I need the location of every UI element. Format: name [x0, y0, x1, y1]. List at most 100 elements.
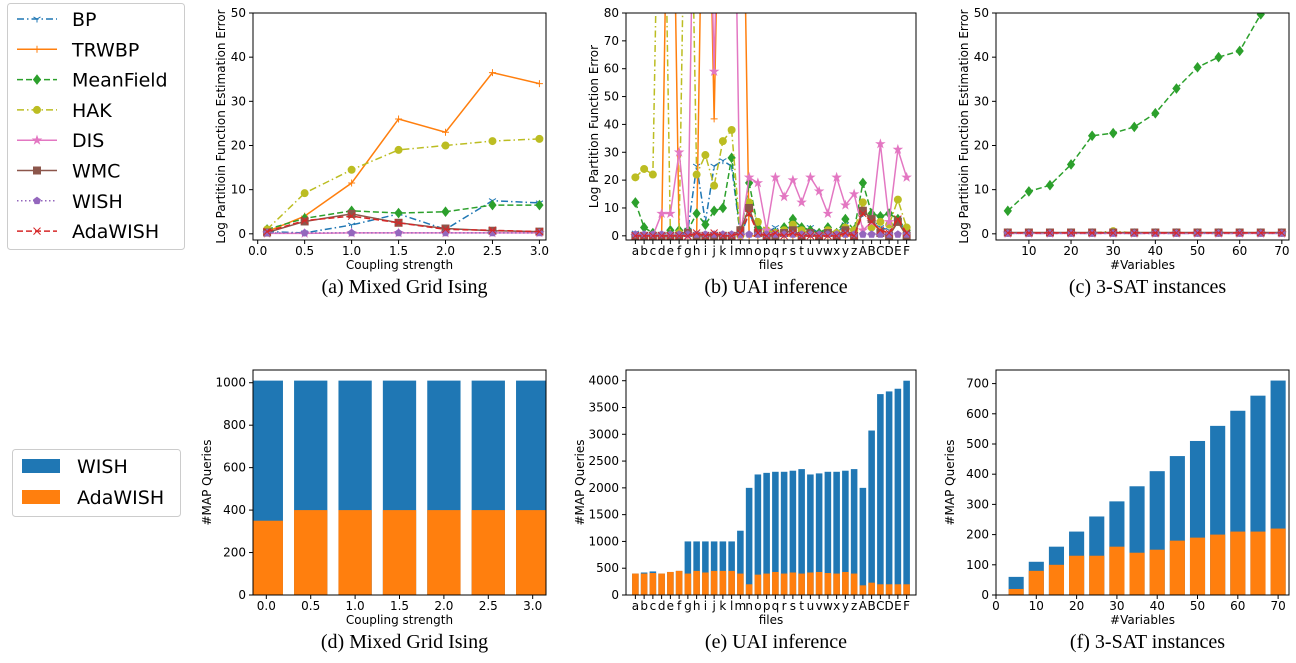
x-tick-label: d — [658, 244, 666, 258]
x-tick-label: 0.5 — [301, 599, 320, 613]
y-tick-label: 400 — [966, 467, 989, 481]
marker — [894, 196, 901, 203]
x-axis-label: Coupling strength — [346, 258, 453, 272]
marker — [711, 182, 718, 189]
x-tick-label: n — [745, 599, 753, 613]
bar — [650, 573, 657, 595]
marker — [1152, 109, 1159, 118]
y-axis-label: Log Partitioin Function Estimation Error — [214, 9, 228, 243]
legend-swatch — [22, 490, 60, 504]
x-axis-label: #Variables — [1110, 258, 1175, 272]
x-tick-label: 60 — [1232, 244, 1247, 258]
x-tick-label: i — [704, 244, 707, 258]
marker — [658, 210, 666, 217]
x-tick-label: 20 — [1069, 599, 1084, 613]
bar — [746, 584, 753, 595]
bar — [763, 574, 770, 595]
y-tick-label: 0 — [238, 588, 246, 602]
x-tick-label: v — [816, 244, 823, 258]
y-tick-label: 0 — [238, 227, 246, 241]
x-tick-label: B — [868, 244, 876, 258]
x-tick-label: p — [763, 244, 771, 258]
x-tick-label: i — [704, 599, 707, 613]
legend-label: TRWBP — [71, 39, 139, 61]
bar — [825, 573, 832, 595]
marker — [895, 231, 902, 237]
y-tick-label: 20 — [604, 173, 619, 187]
bar — [702, 573, 709, 596]
y-tick-label: 80 — [604, 6, 619, 20]
bar — [790, 573, 797, 596]
marker — [1025, 187, 1032, 196]
marker — [859, 178, 866, 187]
x-tick-label: x — [833, 599, 840, 613]
x-tick-label: y — [842, 599, 849, 613]
chart-caption: (f) 3-SAT instances — [1070, 631, 1225, 653]
x-tick-label: n — [745, 244, 753, 258]
x-tick-label: s — [790, 599, 796, 613]
series-line — [1008, 0, 1282, 211]
bar — [1089, 556, 1104, 595]
y-tick-label: 10 — [604, 201, 619, 215]
legend-label: WISH — [72, 191, 123, 213]
y-tick-label: 3000 — [588, 427, 619, 441]
chart-caption: (e) UAI inference — [705, 631, 847, 653]
x-tick-label: E — [894, 599, 902, 613]
x-axis-label: Coupling strength — [346, 613, 453, 627]
x-tick-label: 60 — [1230, 599, 1245, 613]
y-tick-label: 1500 — [588, 508, 619, 522]
y-tick-label: 200 — [966, 528, 989, 542]
y-tick-label: 40 — [231, 50, 246, 64]
x-tick-label: v — [816, 599, 823, 613]
bar — [632, 574, 639, 595]
y-tick-label: 50 — [974, 6, 989, 20]
legend-swatch — [22, 459, 60, 473]
bar — [1170, 541, 1185, 595]
x-tick-label: 2.5 — [483, 244, 502, 258]
bar — [728, 571, 735, 595]
marker — [641, 165, 648, 172]
x-tick-label: 0.0 — [257, 599, 276, 613]
y-tick-label: 0 — [981, 227, 989, 241]
marker — [348, 229, 355, 235]
bar — [746, 488, 753, 595]
bar — [886, 391, 893, 595]
x-tick-label: D — [885, 244, 894, 258]
marker — [395, 209, 402, 218]
chart-caption: (a) Mixed Grid Ising — [321, 276, 487, 298]
y-axis-label: Log Partitioin Function Estimation Error — [957, 9, 971, 243]
marker — [693, 171, 700, 178]
bar — [903, 381, 910, 595]
marker — [894, 145, 902, 152]
x-tick-label: 3.0 — [523, 599, 542, 613]
bar — [250, 521, 283, 595]
bar — [833, 574, 840, 595]
y-tick-label: 4000 — [588, 374, 619, 388]
x-tick-label: 2.0 — [434, 599, 453, 613]
marker — [301, 229, 308, 235]
bar — [816, 572, 823, 595]
x-tick-label: 3.0 — [530, 244, 549, 258]
marker — [877, 140, 885, 147]
x-tick-label: 20 — [1063, 244, 1078, 258]
x-tick-label: 1.0 — [346, 599, 365, 613]
bar — [868, 431, 875, 595]
y-axis-label: #MAP Queries — [573, 439, 587, 525]
bar — [1069, 556, 1084, 595]
x-tick-label: f — [677, 244, 682, 258]
marker — [1194, 63, 1201, 72]
bar — [781, 574, 788, 595]
x-tick-label: h — [693, 599, 701, 613]
x-tick-label: 0 — [992, 599, 1000, 613]
x-tick-label: A — [859, 599, 868, 613]
x-tick-label: h — [693, 244, 701, 258]
bar — [1190, 538, 1205, 595]
y-tick-label: 50 — [231, 6, 246, 20]
x-tick-label: r — [782, 599, 787, 613]
bar — [1109, 547, 1124, 595]
marker — [301, 190, 308, 197]
legend-label: BP — [72, 9, 97, 31]
x-tick-label: F — [903, 244, 910, 258]
marker — [719, 203, 726, 212]
marker — [710, 67, 718, 74]
